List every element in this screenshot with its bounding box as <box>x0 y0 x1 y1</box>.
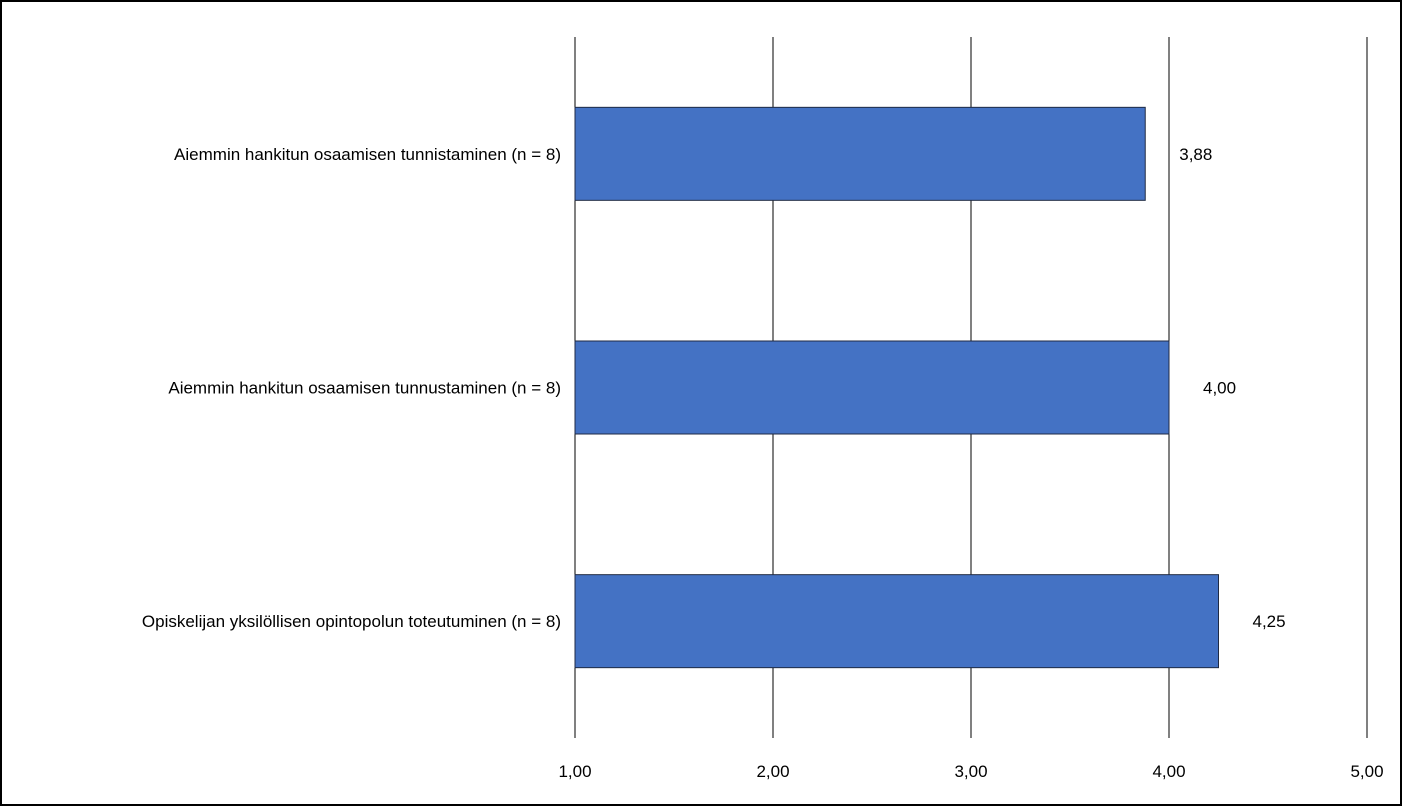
bar <box>574 574 1219 669</box>
category-labels: Aiemmin hankitun osaamisen tunnistaminen… <box>142 145 561 631</box>
bar <box>574 106 1146 201</box>
value-labels: 3,88 4,00 4,25 <box>1179 145 1285 631</box>
x-tick-label: 3,00 <box>954 762 987 781</box>
category-label: Opiskelijan yksilöllisen opintopolun tot… <box>142 612 561 631</box>
category-label: Aiemmin hankitun osaamisen tunnistaminen… <box>174 145 561 164</box>
bars <box>574 106 1219 669</box>
bar-value-label: 3,88 <box>1179 145 1212 164</box>
x-tick-labels: 1,00 2,00 3,00 4,00 5,00 <box>558 762 1383 781</box>
bar <box>574 340 1170 435</box>
category-label: Aiemmin hankitun osaamisen tunnustaminen… <box>168 379 561 398</box>
bar-value-label: 4,25 <box>1253 612 1286 631</box>
bar-value-label: 4,00 <box>1203 379 1236 398</box>
x-tick-label: 4,00 <box>1152 762 1185 781</box>
x-tick-label: 2,00 <box>756 762 789 781</box>
x-tick-label: 1,00 <box>558 762 591 781</box>
x-tick-label: 5,00 <box>1350 762 1383 781</box>
